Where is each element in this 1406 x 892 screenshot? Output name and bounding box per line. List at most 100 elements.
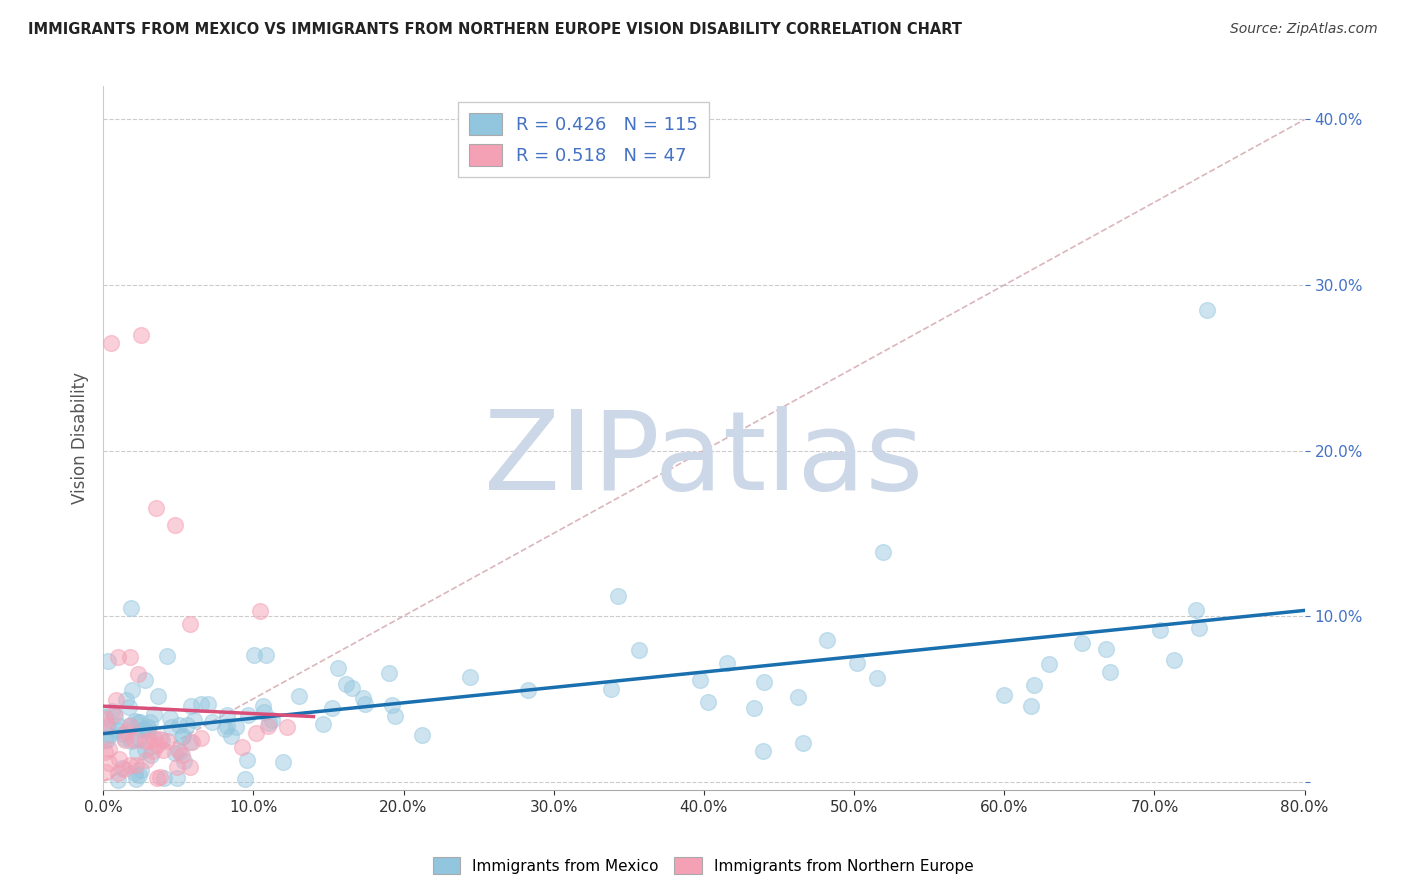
- Point: [111, 761, 134, 775]
- Point: [201, 714, 224, 729]
- Point: [107, 650, 129, 665]
- Point: [156, 734, 179, 748]
- Point: [1019, 699, 1042, 714]
- Point: [254, 648, 277, 663]
- Point: [142, 731, 165, 745]
- Point: [127, 715, 149, 730]
- Point: [112, 731, 135, 745]
- Point: [108, 719, 131, 733]
- Point: [124, 766, 146, 780]
- Point: [142, 744, 165, 758]
- Point: [131, 723, 153, 737]
- Point: [127, 667, 149, 681]
- Point: [754, 675, 776, 690]
- Point: [97, 654, 120, 668]
- Point: [132, 722, 155, 736]
- Point: [163, 747, 186, 761]
- Point: [179, 760, 201, 774]
- Point: [166, 743, 188, 757]
- Point: [93, 745, 115, 759]
- Point: [118, 700, 141, 714]
- Point: [1095, 641, 1118, 656]
- Point: [148, 689, 170, 703]
- Point: [245, 726, 267, 740]
- Point: [134, 673, 156, 687]
- Point: [103, 707, 125, 722]
- Point: [138, 734, 160, 748]
- Point: [257, 715, 280, 730]
- Point: [458, 670, 481, 684]
- Point: [125, 745, 148, 759]
- Point: [190, 698, 212, 712]
- Point: [243, 648, 266, 662]
- Point: [689, 673, 711, 688]
- Point: [627, 643, 650, 657]
- Point: [1022, 678, 1045, 692]
- Point: [128, 731, 150, 746]
- Point: [120, 733, 142, 747]
- Point: [340, 681, 363, 695]
- Point: [180, 698, 202, 713]
- Point: [150, 733, 173, 747]
- Point: [792, 736, 814, 750]
- Point: [120, 718, 142, 732]
- Point: [716, 657, 738, 671]
- Point: [326, 660, 349, 674]
- Point: [1163, 653, 1185, 667]
- Point: [236, 707, 259, 722]
- Point: [100, 704, 122, 718]
- Point: [197, 697, 219, 711]
- Point: [1070, 636, 1092, 650]
- Point: [252, 698, 274, 713]
- Point: [111, 727, 134, 741]
- Point: [231, 740, 253, 755]
- Point: [172, 747, 194, 762]
- Point: [1185, 603, 1208, 617]
- Point: [235, 772, 257, 786]
- Point: [100, 335, 122, 350]
- Point: [146, 771, 169, 785]
- Point: [156, 649, 179, 664]
- Point: [253, 706, 276, 720]
- Point: [378, 666, 401, 681]
- Point: [118, 718, 141, 732]
- Point: [93, 712, 115, 726]
- Point: [96, 718, 118, 732]
- Point: [169, 745, 191, 759]
- Point: [121, 682, 143, 697]
- Point: [98, 742, 121, 756]
- Point: [139, 747, 162, 762]
- Text: IMMIGRANTS FROM MEXICO VS IMMIGRANTS FROM NORTHERN EUROPE VISION DISABILITY CORR: IMMIGRANTS FROM MEXICO VS IMMIGRANTS FRO…: [28, 22, 962, 37]
- Point: [288, 690, 311, 704]
- Point: [787, 690, 810, 705]
- Point: [115, 724, 138, 739]
- Point: [1038, 657, 1060, 671]
- Point: [105, 723, 128, 737]
- Point: [190, 731, 212, 745]
- Point: [271, 756, 294, 770]
- Point: [352, 691, 374, 706]
- Point: [173, 755, 195, 769]
- Point: [93, 732, 115, 747]
- Legend: R = 0.426   N = 115, R = 0.518   N = 47: R = 0.426 N = 115, R = 0.518 N = 47: [458, 103, 709, 178]
- Point: [107, 765, 129, 780]
- Point: [993, 688, 1015, 702]
- Point: [134, 734, 156, 748]
- Point: [166, 759, 188, 773]
- Point: [180, 735, 202, 749]
- Point: [120, 757, 142, 772]
- Point: [219, 729, 242, 743]
- Point: [98, 756, 121, 770]
- Point: [104, 693, 127, 707]
- Point: [215, 719, 238, 733]
- Point: [276, 720, 298, 734]
- Point: [159, 711, 181, 725]
- Point: [94, 765, 117, 780]
- Text: ZIPatlas: ZIPatlas: [484, 406, 924, 513]
- Point: [169, 718, 191, 732]
- Point: [1098, 665, 1121, 679]
- Point: [129, 763, 152, 777]
- Point: [97, 728, 120, 742]
- Point: [129, 327, 152, 342]
- Point: [866, 671, 889, 685]
